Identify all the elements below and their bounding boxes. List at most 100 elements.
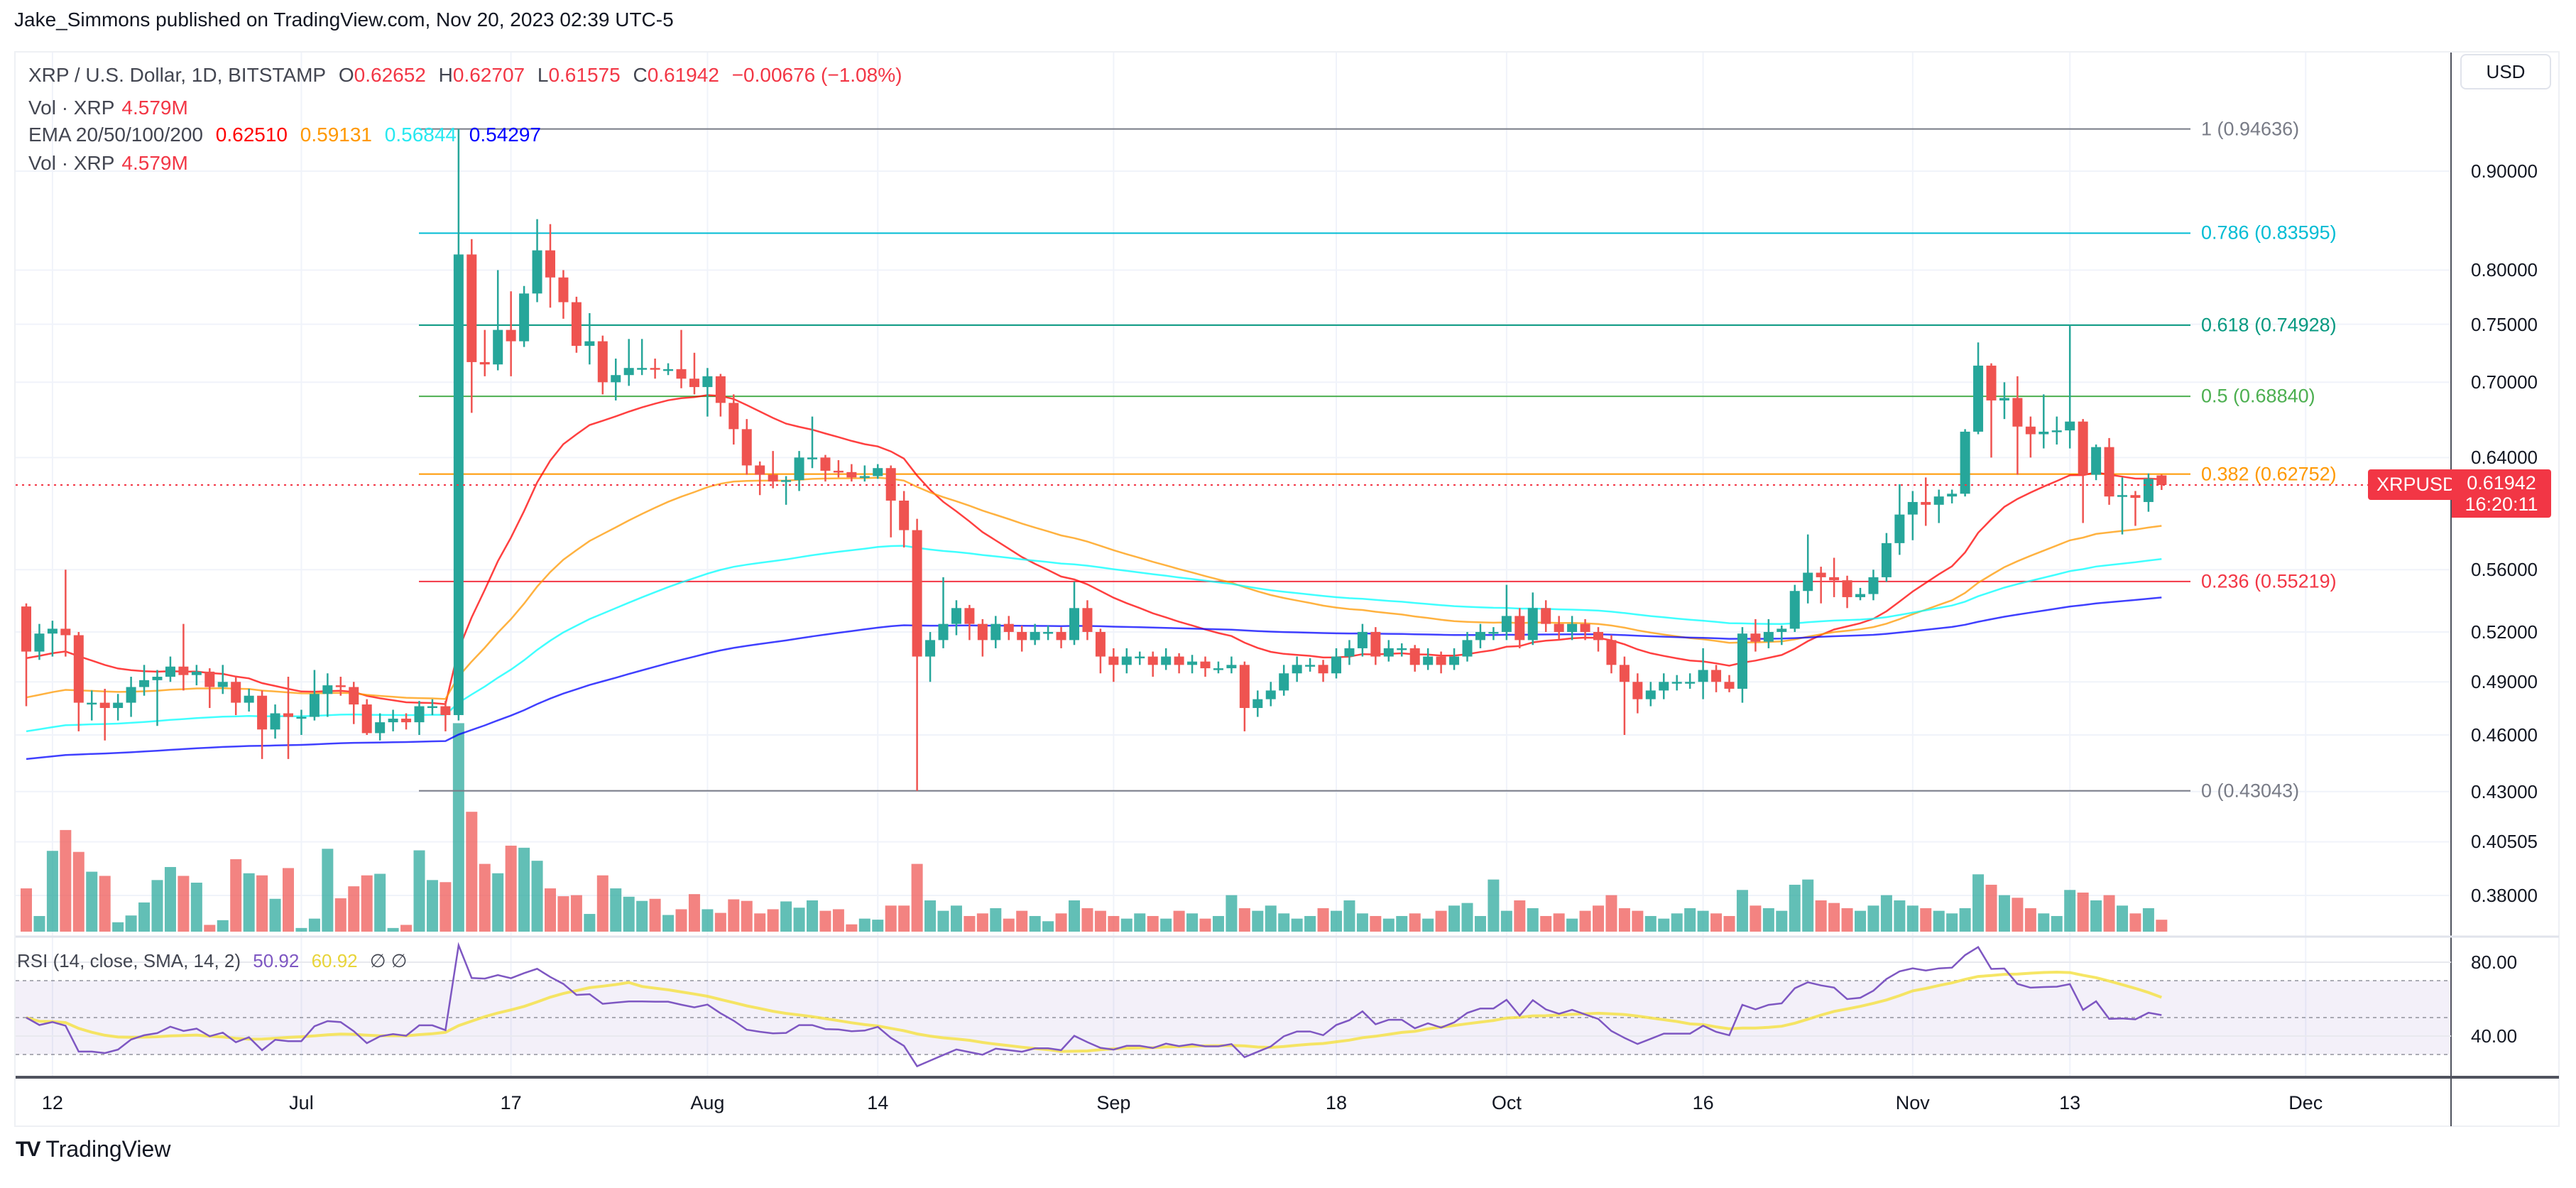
- symbol-title[interactable]: XRP / U.S. Dollar, 1D, BITSTAMP: [28, 64, 327, 86]
- volume-bar: [1252, 910, 1264, 932]
- candle: [1370, 627, 1381, 665]
- currency-button[interactable]: USD: [2460, 54, 2551, 89]
- candle: [1763, 618, 1774, 648]
- candle: [807, 416, 817, 469]
- candle-body: [2104, 447, 2114, 497]
- price-axis-label: 0.64000: [2471, 447, 2538, 469]
- volume-bar: [990, 908, 1002, 932]
- volume-bar: [545, 888, 556, 932]
- volume-bar: [885, 905, 897, 932]
- volume-bar: [151, 880, 163, 932]
- candle: [1108, 648, 1119, 682]
- candle-body: [990, 623, 1001, 641]
- volume-bar: [1055, 913, 1067, 932]
- volume-bar: [858, 918, 871, 932]
- volume-bar: [754, 913, 766, 932]
- candle: [2078, 419, 2088, 523]
- candle-body: [715, 376, 726, 403]
- candle-body: [1750, 633, 1761, 642]
- candle-body: [1305, 665, 1316, 667]
- candle: [859, 465, 870, 482]
- candle-body: [1842, 580, 1852, 597]
- candle: [165, 656, 175, 682]
- volume-bar: [1238, 908, 1250, 932]
- candle-body: [1921, 501, 1931, 505]
- volume-bar: [46, 851, 58, 932]
- volume-bar: [1710, 913, 1723, 932]
- legend-volume-row[interactable]: Vol · XRP 4.579M: [28, 97, 195, 119]
- candle-body: [1777, 628, 1787, 632]
- candle: [663, 363, 674, 376]
- candle: [1239, 661, 1250, 731]
- candle: [1344, 640, 1355, 665]
- candle: [637, 339, 648, 376]
- candle: [1082, 600, 1093, 641]
- candle: [1567, 616, 1578, 641]
- candle-body: [623, 368, 634, 376]
- low-label: L: [537, 64, 549, 86]
- volume-bar: [1553, 913, 1565, 932]
- candle: [1069, 582, 1079, 645]
- candle-body: [1855, 594, 1865, 597]
- candle: [1187, 655, 1198, 674]
- volume-bar: [832, 909, 844, 932]
- candle: [99, 688, 110, 741]
- candle-body: [139, 680, 150, 687]
- candle: [361, 699, 372, 735]
- candle: [532, 219, 542, 303]
- candle: [1907, 491, 1918, 540]
- candle-body: [611, 375, 621, 383]
- candle: [1436, 651, 1446, 674]
- rsi-legend[interactable]: RSI (14, close, SMA, 14, 2) 50.92 60.92 …: [17, 950, 414, 972]
- candle: [1030, 623, 1040, 645]
- volume-bar: [1684, 908, 1696, 932]
- candle-body: [1803, 572, 1813, 592]
- candle-body: [204, 671, 215, 687]
- candle-body: [1017, 631, 1027, 641]
- price-axis-label: 0.40505: [2471, 831, 2538, 853]
- candle-body: [257, 695, 268, 730]
- volume-bar: [518, 847, 530, 932]
- legend-ema-row[interactable]: EMA 20/50/100/200 0.62510 0.59131 0.5684…: [28, 124, 548, 146]
- symbol-price-tag: XRPUSD: [2368, 469, 2465, 500]
- volume-bar: [1356, 913, 1368, 932]
- candle-body: [1239, 665, 1250, 709]
- candle: [1357, 623, 1368, 657]
- candle: [231, 677, 241, 716]
- volume-bar: [1094, 910, 1106, 932]
- candle: [1449, 648, 1460, 670]
- volume-bar: [1762, 908, 1774, 932]
- candle-body: [1265, 690, 1276, 699]
- volume-bar: [1855, 910, 1866, 932]
- volume-bar: [2142, 908, 2154, 932]
- candle-body: [1541, 608, 1551, 624]
- chart-frame: [14, 51, 2560, 1127]
- volume-bar: [1370, 915, 1382, 932]
- fib-level-label: 0.618 (0.74928): [2201, 314, 2337, 336]
- candle-body: [1475, 631, 1485, 641]
- time-axis-label: Aug: [690, 1092, 725, 1113]
- volume-bar: [60, 829, 72, 932]
- candle: [1659, 673, 1669, 699]
- time-axis-label: 16: [1692, 1092, 1714, 1113]
- brand-name: TradingView: [45, 1136, 171, 1162]
- candle: [1383, 640, 1394, 662]
- candle: [1135, 651, 1145, 665]
- candle: [741, 419, 752, 475]
- candle-body: [1436, 656, 1446, 665]
- candle-body: [597, 341, 608, 383]
- footer-brand[interactable]: TV TradingView: [16, 1136, 170, 1162]
- volume-bar: [1632, 910, 1644, 932]
- price-axis-label: 0.90000: [2471, 160, 2538, 182]
- candle: [1265, 682, 1276, 707]
- candle: [1475, 623, 1485, 648]
- candle: [885, 465, 896, 538]
- volume-bar: [2103, 895, 2115, 932]
- volume-bar: [374, 873, 386, 932]
- candle: [244, 688, 254, 712]
- legend-volume-row-2[interactable]: Vol · XRP 4.579M: [28, 152, 195, 175]
- price-axis-label: 0.49000: [2471, 671, 2538, 693]
- volume-value: 4.579M: [121, 152, 188, 174]
- candle-body: [1659, 682, 1669, 691]
